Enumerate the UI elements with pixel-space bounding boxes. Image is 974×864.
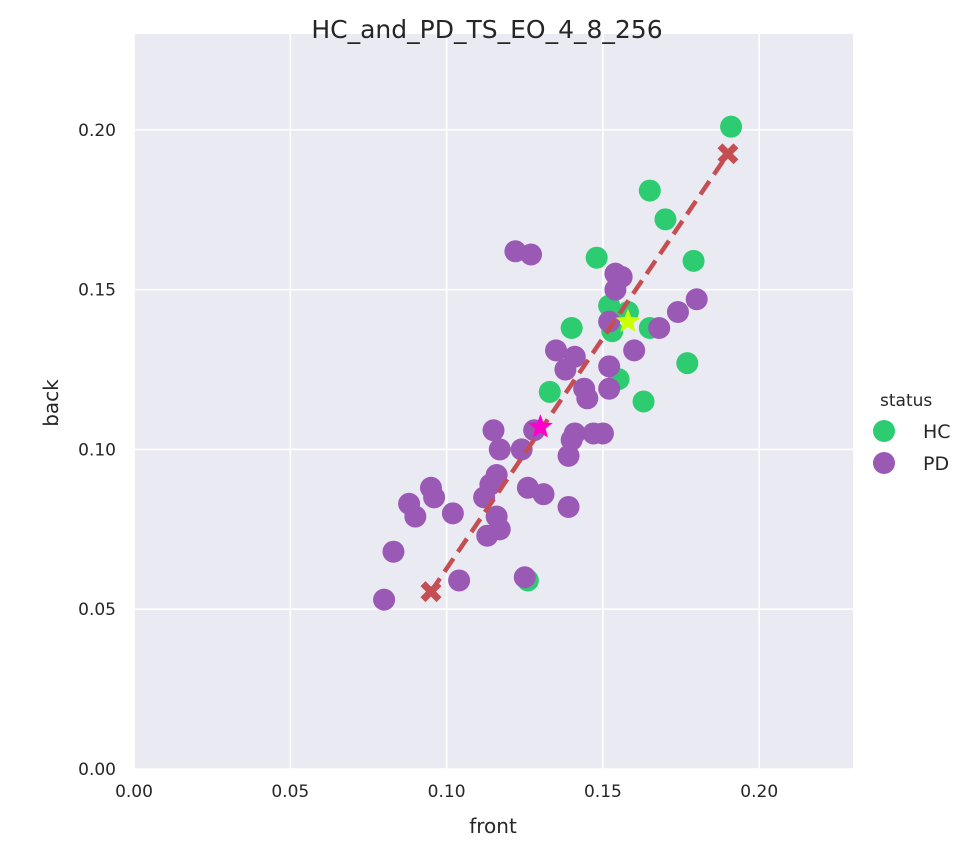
centroid-star-hc — [615, 308, 641, 333]
data-point-pd — [520, 243, 543, 266]
data-point-hc — [632, 390, 655, 413]
regression-endpoint-marker — [420, 581, 442, 603]
centroid-star-pd — [528, 414, 553, 438]
data-point-pd — [513, 566, 536, 589]
regression-line-group — [420, 143, 739, 603]
data-point-pd — [510, 438, 533, 461]
chart-title: HC_and_PD_TS_EO_4_8_256 — [311, 15, 662, 44]
y-tick-label: 0.20 — [78, 121, 116, 141]
data-point-pd — [576, 387, 599, 410]
plot-background — [134, 34, 853, 769]
data-point-pd — [648, 317, 671, 339]
data-point-hc — [654, 208, 677, 231]
data-point-pd — [623, 339, 646, 362]
data-point-hc — [682, 249, 705, 272]
data-point-pd — [441, 502, 464, 525]
x-tick-label: 0.20 — [740, 782, 778, 802]
data-point-hc — [560, 317, 583, 339]
data-point-hc — [538, 380, 561, 403]
legend: status HC PD — [873, 391, 951, 475]
y-axis-label: back — [39, 379, 63, 427]
data-point-pd — [557, 444, 580, 467]
data-point-pd — [591, 422, 614, 445]
regression-endpoint-marker — [717, 143, 739, 165]
data-point-pd — [482, 419, 505, 442]
legend-marker-pd — [873, 452, 895, 474]
y-tick-label: 0.10 — [78, 440, 116, 460]
data-point-pd — [545, 339, 568, 362]
regression-line — [429, 152, 730, 593]
y-tick-labels: 0.00 0.05 0.10 0.15 0.20 — [78, 121, 116, 780]
data-point-pd — [423, 486, 446, 509]
data-point-pd — [554, 358, 577, 381]
data-point-pd — [532, 483, 555, 506]
data-point-pd — [666, 301, 689, 324]
data-point-pd — [476, 524, 499, 547]
y-tick-label: 0.05 — [78, 600, 116, 620]
data-point-pd — [598, 377, 621, 400]
data-point-pd — [488, 438, 511, 461]
data-point-pd — [604, 278, 627, 301]
data-point-pd — [404, 505, 427, 528]
data-points — [373, 115, 743, 611]
data-point-pd — [598, 355, 621, 378]
data-point-hc — [720, 115, 743, 138]
x-tick-label: 0.05 — [271, 782, 309, 802]
data-point-pd — [373, 588, 396, 611]
y-tick-label: 0.00 — [78, 760, 116, 780]
data-point-pd — [685, 288, 708, 311]
x-axis-label: front — [469, 814, 517, 838]
data-point-hc — [676, 352, 699, 375]
legend-label-hc: HC — [923, 421, 951, 443]
data-point-pd — [557, 495, 580, 518]
data-point-hc — [585, 246, 608, 269]
x-tick-label: 0.15 — [584, 782, 622, 802]
data-point-hc — [638, 179, 661, 202]
legend-marker-hc — [873, 420, 895, 442]
data-point-pd — [598, 310, 621, 333]
legend-title: status — [880, 391, 932, 411]
x-tick-label: 0.10 — [428, 782, 466, 802]
centroid-markers — [528, 308, 641, 438]
data-point-pd — [448, 569, 471, 592]
y-tick-label: 0.15 — [78, 281, 116, 301]
x-tick-label: 0.00 — [115, 782, 153, 802]
legend-label-pd: PD — [923, 453, 949, 475]
x-tick-labels: 0.00 0.05 0.10 0.15 0.20 — [115, 782, 778, 802]
data-point-pd — [382, 540, 405, 563]
